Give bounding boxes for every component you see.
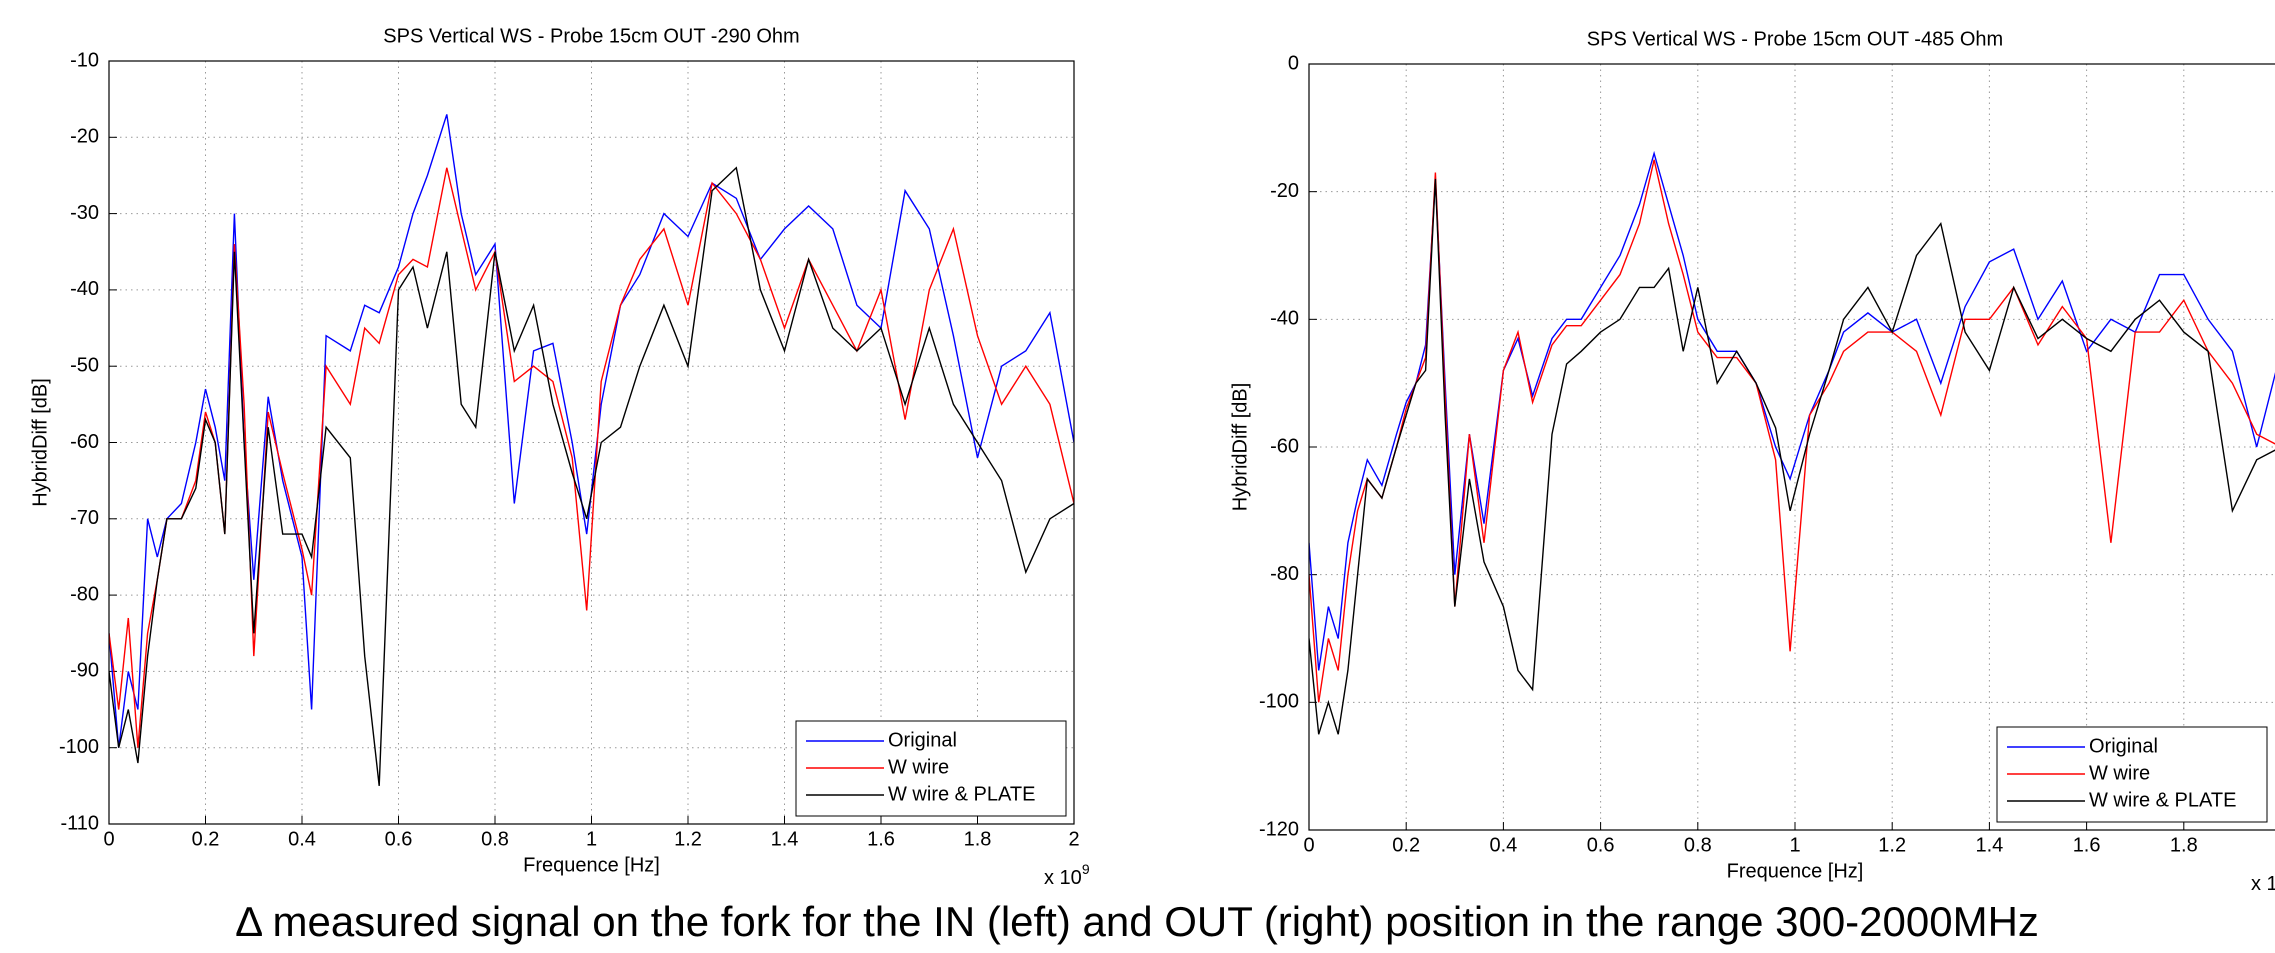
legend-label: W wire bbox=[2089, 762, 2150, 784]
x-tick-label: 2 bbox=[1068, 828, 1079, 850]
series-group bbox=[1309, 150, 2275, 735]
x-tick-label: 0.2 bbox=[1392, 834, 1420, 856]
x-tick-label: 1 bbox=[1789, 834, 1800, 856]
y-tick-label: -100 bbox=[59, 736, 99, 758]
x-tick-label: 1.8 bbox=[2170, 834, 2198, 856]
y-tick-label: -90 bbox=[70, 660, 99, 682]
plot-frame bbox=[108, 60, 1075, 825]
y-tick-label: -80 bbox=[70, 583, 99, 605]
x-axis-label: Frequence [Hz] bbox=[523, 854, 660, 876]
x-tick-label: 0.6 bbox=[385, 828, 413, 850]
y-axis-label: HybridDiff [dB] bbox=[1229, 383, 1251, 512]
x-tick-label: 1.4 bbox=[771, 828, 799, 850]
y-tick-label: -40 bbox=[1270, 308, 1299, 330]
chart-title: SPS Vertical WS - Probe 15cm OUT -485 Oh… bbox=[1587, 28, 2003, 50]
x-tick-label: 1.6 bbox=[2073, 834, 2101, 856]
legend-label: W wire bbox=[888, 756, 949, 778]
x-multiplier: x 109 bbox=[1044, 861, 1090, 890]
y-tick-label: -110 bbox=[60, 812, 99, 834]
chart-title: SPS Vertical WS - Probe 15cm OUT -290 Oh… bbox=[383, 25, 799, 47]
y-tick-label: -100 bbox=[1259, 691, 1299, 713]
series-group bbox=[109, 114, 1074, 786]
y-tick-label: -80 bbox=[1270, 563, 1299, 585]
legend-label: W wire & PLATE bbox=[888, 783, 1035, 805]
x-tick-label: 0.4 bbox=[288, 828, 316, 850]
x-tick-label: 0.6 bbox=[1587, 834, 1615, 856]
x-tick-label: 1.6 bbox=[867, 828, 895, 850]
series-line bbox=[1309, 159, 2275, 703]
x-tick-label: 1.8 bbox=[964, 828, 992, 850]
series-line bbox=[109, 167, 1074, 748]
y-tick-label: -120 bbox=[1259, 818, 1299, 840]
x-tick-label: 1.2 bbox=[1878, 834, 1906, 856]
x-tick-label: 0.8 bbox=[1684, 834, 1712, 856]
x-tick-label: 1.2 bbox=[674, 828, 702, 850]
y-tick-label: 0 bbox=[1288, 52, 1299, 74]
series-line bbox=[109, 166, 1074, 786]
series-line bbox=[1309, 150, 2275, 671]
x-multiplier: x 109 bbox=[2251, 867, 2275, 896]
series-line bbox=[109, 114, 1074, 748]
legend: Original W wire W wire & PLATE bbox=[795, 720, 1067, 817]
chart: -110-100-90-80-70-60-50-40-30-20-100 0.2 0… bbox=[29, 25, 1090, 889]
plot-area bbox=[1309, 64, 2275, 830]
legend-label: W wire & PLATE bbox=[2089, 789, 2236, 811]
y-tick-label: -50 bbox=[70, 354, 99, 376]
multiplier-base: x 10 bbox=[2251, 873, 2275, 895]
y-tick-label: -20 bbox=[70, 126, 99, 148]
x-tick-label: 0.2 bbox=[192, 828, 220, 850]
y-tick-label: -20 bbox=[1270, 180, 1299, 202]
y-tick-label: -70 bbox=[70, 507, 99, 529]
x-tick-label: 0 bbox=[1303, 834, 1314, 856]
y-tick-label: -60 bbox=[1270, 435, 1299, 457]
legend-label: Original bbox=[888, 729, 957, 751]
x-tick-label: 0.4 bbox=[1489, 834, 1517, 856]
x-tick-label: 1.4 bbox=[1975, 834, 2003, 856]
series-line bbox=[1309, 178, 2275, 735]
x-tick-label: 0 bbox=[103, 828, 114, 850]
y-tick-label: -10 bbox=[70, 49, 99, 71]
x-axis-label: Frequence [Hz] bbox=[1727, 860, 1864, 882]
x-tick-label: 0.8 bbox=[481, 828, 509, 850]
y-tick-label: -30 bbox=[70, 202, 99, 224]
y-tick-label: -60 bbox=[70, 431, 99, 453]
multiplier-exponent: 9 bbox=[1082, 861, 1090, 877]
caption: Δ measured signal on the fork for the IN… bbox=[235, 898, 2039, 945]
y-tick-label: -40 bbox=[70, 278, 99, 300]
x-tick-label: 1 bbox=[586, 828, 597, 850]
plot-frame bbox=[1308, 63, 2275, 831]
y-axis-label: HybridDiff [dB] bbox=[29, 378, 51, 507]
chart: -120 -100 -80 -60 -40 -20 0 0 0.2 0.4 0.6 0.8 1 1.2 1.… bbox=[1229, 28, 2275, 895]
multiplier-base: x 10 bbox=[1044, 867, 1082, 889]
legend-label: Original bbox=[2089, 735, 2158, 757]
legend: Original W wire W wire & PLATE bbox=[1996, 726, 2268, 823]
